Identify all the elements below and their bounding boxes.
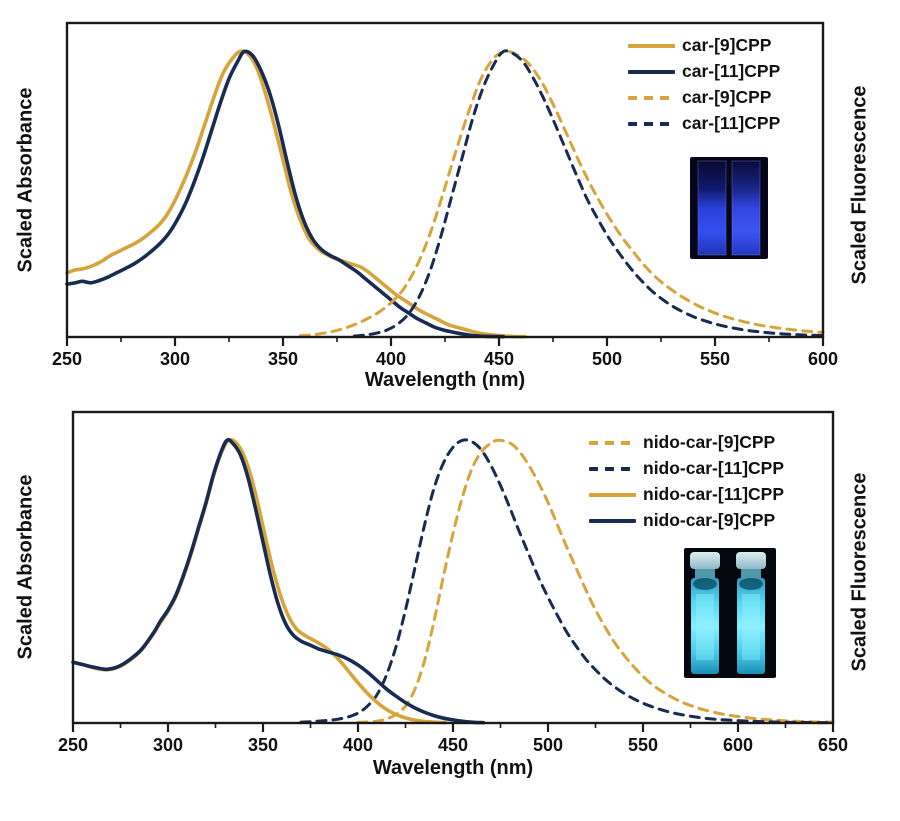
series-absorbance-car-[11]CPP: [65, 49, 506, 339]
legend-top: car-[9]CPP car-[11]CPP car-[9]CPP car-[1…: [628, 33, 780, 137]
legend-line-sample-dashed-navy: [589, 467, 636, 471]
legend-line-sample-dashed-orange: [589, 441, 636, 445]
x-tick-label: 500: [533, 735, 563, 755]
series-fluorescence-car-[9]CPP: [298, 49, 825, 338]
cuvette-right: [731, 160, 761, 256]
legend-label: car-[9]CPP: [682, 87, 772, 108]
legend-item: car-[11]CPP: [628, 59, 780, 85]
series-fluorescence-car-[11]CPP: [352, 49, 825, 338]
absorbance-fluorescence-plot-bottom: 250 300 350 400 450 500 550 600 650: [58, 410, 848, 755]
uv-vial-photo-cyan: [684, 548, 776, 678]
uv-cuvette-photo-blue: [690, 157, 768, 259]
x-tick-label: 250: [58, 735, 88, 755]
legend-item: nido-car-[11]CPP: [589, 482, 784, 508]
legend-item: car-[9]CPP: [628, 33, 780, 59]
x-tick-label: 450: [484, 349, 514, 369]
y-axis-label-fluorescence-top: Scaled Fluorescence: [848, 85, 871, 285]
cuvette-left: [697, 160, 727, 256]
series-absorbance-nido-car-[11]CPP: [71, 437, 448, 725]
x-tick-label: 550: [628, 735, 658, 755]
legend-line-sample-solid-orange: [589, 493, 636, 497]
y-axis-label-fluorescence-bottom: Scaled Fluorescence: [848, 472, 871, 672]
legend-label: car-[11]CPP: [682, 61, 781, 82]
x-tick-label: 300: [160, 349, 190, 369]
y-axis-label-absorbance-bottom: Scaled Absorbance: [14, 474, 37, 660]
legend-item: car-[11]CPP: [628, 111, 780, 137]
x-tick-label: 550: [700, 349, 730, 369]
legend-item: nido-car-[11]CPP: [589, 456, 784, 482]
legend-label: nido-car-[11]CPP: [643, 484, 784, 505]
legend-item: nido-car-[9]CPP: [589, 508, 784, 534]
vial-right: [736, 552, 766, 674]
legend-label: nido-car-[9]CPP: [643, 432, 776, 453]
legend-line-sample-solid-navy: [628, 70, 675, 74]
x-tick-label: 250: [52, 349, 82, 369]
legend-line-sample-dashed-orange: [628, 96, 675, 100]
vial-left: [690, 552, 720, 674]
legend-line-sample-dashed-navy: [628, 122, 675, 126]
legend-label: nido-car-[11]CPP: [643, 458, 784, 479]
x-axis-label-bottom: Wavelength (nm): [372, 757, 534, 779]
legend-label: car-[9]CPP: [682, 35, 772, 56]
legend-line-sample-solid-navy: [589, 519, 636, 523]
x-tick-label: 600: [723, 735, 753, 755]
x-tick-label: 350: [248, 735, 278, 755]
series-fluorescence-nido-car-[9]CPP: [356, 438, 835, 724]
legend-item: nido-car-[9]CPP: [589, 430, 784, 456]
x-tick-label: 650: [818, 735, 848, 755]
series-absorbance-nido-car-[9]CPP: [71, 438, 486, 725]
series-absorbance-car-[9]CPP: [65, 49, 527, 339]
x-tick-label: 400: [376, 349, 406, 369]
x-tick-label: 350: [268, 349, 298, 369]
x-tick-label: 300: [153, 735, 183, 755]
y-axis-label-absorbance-top: Scaled Absorbance: [14, 87, 37, 273]
x-tick-label: 400: [343, 735, 373, 755]
x-axis-label-top: Wavelength (nm): [364, 369, 526, 391]
series-fluorescence-nido-car-[11]CPP: [299, 438, 835, 725]
legend-bottom: nido-car-[9]CPP nido-car-[11]CPP nido-ca…: [589, 430, 784, 534]
legend-label: car-[11]CPP: [682, 113, 781, 134]
x-tick-label: 600: [808, 349, 838, 369]
x-tick-label: 500: [592, 349, 622, 369]
absorbance-fluorescence-plot-top: 250 300 350 400 450 500 550 600: [52, 21, 838, 369]
legend-line-sample-solid-orange: [628, 44, 675, 48]
legend-label: nido-car-[9]CPP: [643, 510, 776, 531]
x-tick-label: 450: [438, 735, 468, 755]
legend-item: car-[9]CPP: [628, 85, 780, 111]
